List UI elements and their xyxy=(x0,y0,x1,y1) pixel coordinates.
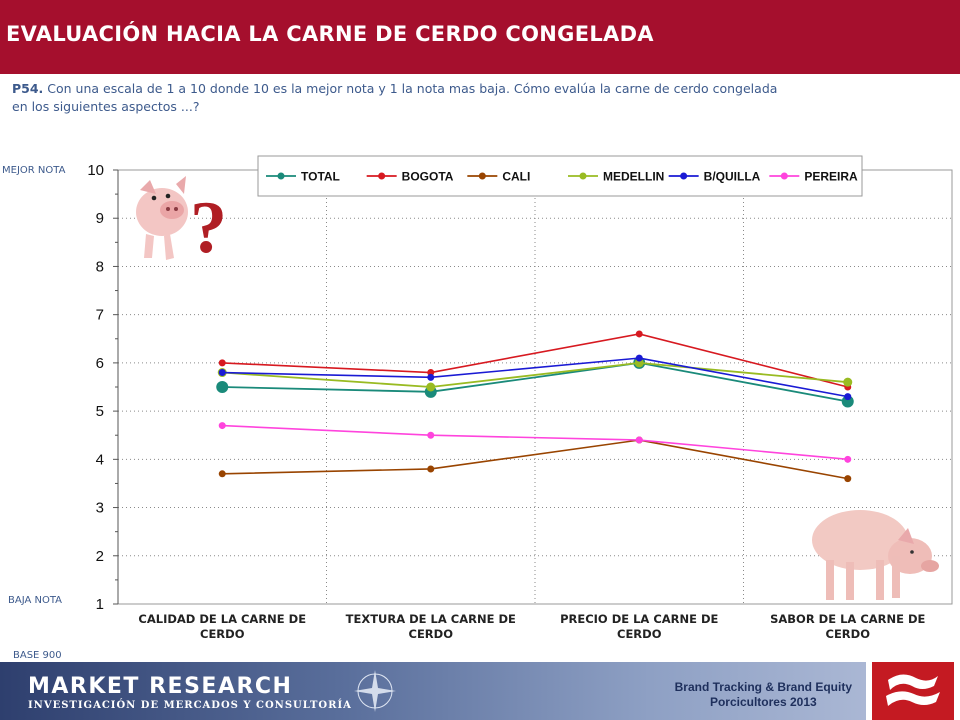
best-score-label: MEJOR NOTA xyxy=(2,165,66,176)
legend-label: BOGOTA xyxy=(402,170,454,184)
question-code: P54. xyxy=(12,81,44,96)
legend-label: B/QUILLA xyxy=(704,170,761,184)
series-lines xyxy=(216,330,854,483)
series-bquilla xyxy=(218,354,852,401)
data-point xyxy=(844,455,852,463)
y-tick-label: 3 xyxy=(96,500,104,517)
data-point xyxy=(844,475,852,483)
data-point xyxy=(218,470,226,478)
x-tick-label: CERDO xyxy=(826,627,871,641)
data-point xyxy=(216,381,229,393)
pig-question-illustration: ? xyxy=(136,176,227,269)
worst-score-label: BAJA NOTA xyxy=(8,595,63,606)
legend-marker xyxy=(780,172,788,180)
data-point xyxy=(635,330,643,338)
y-tick-label: 10 xyxy=(87,162,104,179)
y-axis: 1 2 3 4 5 6 7 8 9 10 xyxy=(87,162,119,613)
data-point xyxy=(218,369,226,377)
series-bogota xyxy=(218,330,852,391)
study-line-2: Porcicultores 2013 xyxy=(709,695,817,709)
svg-text:?: ? xyxy=(190,187,227,269)
data-point xyxy=(218,422,226,430)
data-point xyxy=(218,359,226,367)
y-tick-label: 5 xyxy=(96,403,104,420)
legend-marker xyxy=(277,172,285,180)
x-tick-label: TEXTURA DE LA CARNE DE xyxy=(346,612,516,626)
page-title: EVALUACIÓN HACIA LA CARNE DE CERDO CONGE… xyxy=(6,22,654,46)
data-point xyxy=(427,431,435,439)
question-body: Con una escala de 1 a 10 donde 10 es la … xyxy=(12,81,778,114)
series-line xyxy=(222,439,848,480)
series-line xyxy=(222,333,848,388)
company-logo-icon xyxy=(872,662,954,720)
legend-label: MEDELLIN xyxy=(603,170,664,184)
footer-brand-bar: MARKET RESEARCH INVESTIGACIÓN DE MERCADO… xyxy=(0,662,866,720)
brand-title: MARKET RESEARCH xyxy=(28,674,293,699)
data-point xyxy=(427,373,435,381)
footer: MARKET RESEARCH INVESTIGACIÓN DE MERCADO… xyxy=(0,662,960,720)
y-tick-label: 6 xyxy=(96,355,104,372)
data-point xyxy=(635,354,643,362)
x-tick-label: CERDO xyxy=(617,627,662,641)
data-point xyxy=(841,395,854,408)
x-tick-label: PRECIO DE LA CARNE DE xyxy=(560,612,718,626)
data-point xyxy=(635,436,643,444)
y-tick-label: 8 xyxy=(96,258,104,275)
pig-illustration xyxy=(812,510,939,600)
brand-subtitle: INVESTIGACIÓN DE MERCADOS Y CONSULTORÍA xyxy=(28,700,352,711)
legend-marker xyxy=(579,172,587,180)
y-tick-label: 1 xyxy=(96,596,104,613)
series-line xyxy=(222,361,848,388)
legend-label: PEREIRA xyxy=(804,170,858,184)
legend-label: TOTAL xyxy=(301,170,340,184)
series-line xyxy=(222,357,848,398)
legend-box xyxy=(257,155,863,197)
base-label: BASE 900 xyxy=(13,650,62,661)
data-point xyxy=(427,369,435,377)
legend-marker xyxy=(478,172,486,180)
series-line xyxy=(222,361,848,403)
series-pereira xyxy=(218,422,852,463)
legend-marker xyxy=(680,172,688,180)
grid-lines xyxy=(118,170,952,604)
legend: TOTAL BOGOTA CALI MEDELLIN B/QUILLA PEREIRA xyxy=(257,155,863,197)
x-tick-label: CERDO xyxy=(409,627,454,641)
y-tick-label: 2 xyxy=(96,548,104,565)
y-tick-label: 4 xyxy=(96,451,104,468)
study-line-1: Brand Tracking & Brand Equity xyxy=(674,680,852,694)
question-text: P54. Con una escala de 1 a 10 donde 10 e… xyxy=(12,80,792,116)
y-tick-label: 9 xyxy=(96,210,104,227)
footer-logo-panel xyxy=(866,662,960,720)
x-tick-label: CERDO xyxy=(200,627,245,641)
data-point xyxy=(844,393,852,401)
y-tick-label: 7 xyxy=(96,307,104,324)
study-name: Brand Tracking & Brand Equity Porciculto… xyxy=(675,680,852,710)
data-point xyxy=(426,382,436,392)
x-tick-label: CALIDAD DE LA CARNE DE xyxy=(138,612,306,626)
compass-icon xyxy=(354,670,396,712)
data-point xyxy=(427,465,435,473)
legend-marker xyxy=(378,172,386,180)
x-tick-label: SABOR DE LA CARNE DE xyxy=(770,612,925,626)
legend-label: CALI xyxy=(502,170,530,184)
series-line xyxy=(222,424,848,461)
data-point xyxy=(843,377,853,387)
title-banner: EVALUACIÓN HACIA LA CARNE DE CERDO CONGE… xyxy=(0,0,960,74)
